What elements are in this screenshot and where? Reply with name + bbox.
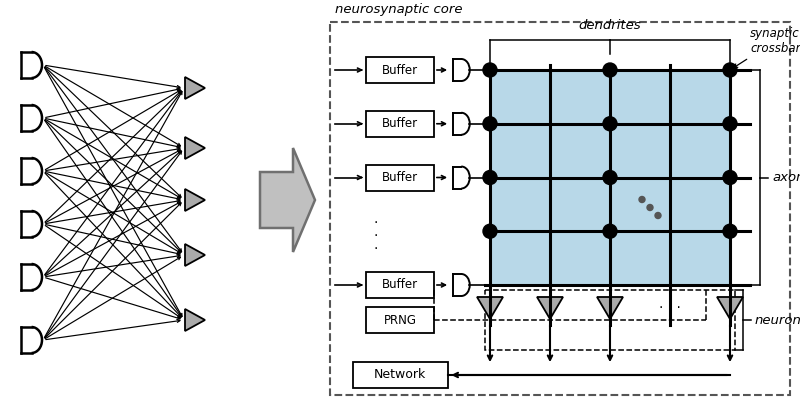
Text: neurons: neurons — [755, 314, 800, 326]
Circle shape — [603, 170, 617, 184]
Circle shape — [603, 63, 617, 77]
Circle shape — [723, 224, 737, 238]
Text: PRNG: PRNG — [383, 314, 417, 326]
Polygon shape — [185, 309, 205, 331]
Circle shape — [483, 63, 497, 77]
Bar — [366, 307, 434, 333]
Text: neurosynaptic core: neurosynaptic core — [335, 3, 462, 16]
Bar — [366, 164, 434, 190]
Text: Buffer: Buffer — [382, 117, 418, 130]
Polygon shape — [260, 148, 315, 252]
Bar — [485, 290, 735, 350]
Bar — [366, 111, 434, 137]
Text: · · ·: · · · — [659, 301, 681, 315]
Circle shape — [655, 213, 661, 219]
Circle shape — [483, 117, 497, 131]
Text: dendrites: dendrites — [578, 19, 642, 32]
Bar — [490, 70, 730, 285]
Circle shape — [603, 224, 617, 238]
Text: synaptic
crossbar: synaptic crossbar — [734, 27, 800, 68]
Bar — [366, 57, 434, 83]
Text: Buffer: Buffer — [382, 171, 418, 184]
Polygon shape — [477, 297, 503, 319]
Circle shape — [647, 205, 653, 211]
Bar — [366, 272, 434, 298]
Polygon shape — [597, 297, 623, 319]
Text: axons: axons — [772, 171, 800, 184]
Bar — [353, 362, 447, 388]
Circle shape — [483, 224, 497, 238]
Polygon shape — [185, 137, 205, 159]
Polygon shape — [537, 297, 563, 319]
Polygon shape — [717, 297, 743, 319]
Bar — [330, 22, 790, 395]
Text: ·
·
·: · · · — [374, 217, 378, 256]
Polygon shape — [185, 244, 205, 266]
Polygon shape — [185, 189, 205, 211]
Circle shape — [723, 63, 737, 77]
Circle shape — [603, 117, 617, 131]
Circle shape — [723, 117, 737, 131]
Circle shape — [639, 196, 645, 203]
Text: Network: Network — [374, 369, 426, 381]
Circle shape — [483, 170, 497, 184]
Text: Buffer: Buffer — [382, 63, 418, 77]
Polygon shape — [185, 77, 205, 99]
Circle shape — [723, 170, 737, 184]
Text: Buffer: Buffer — [382, 279, 418, 292]
